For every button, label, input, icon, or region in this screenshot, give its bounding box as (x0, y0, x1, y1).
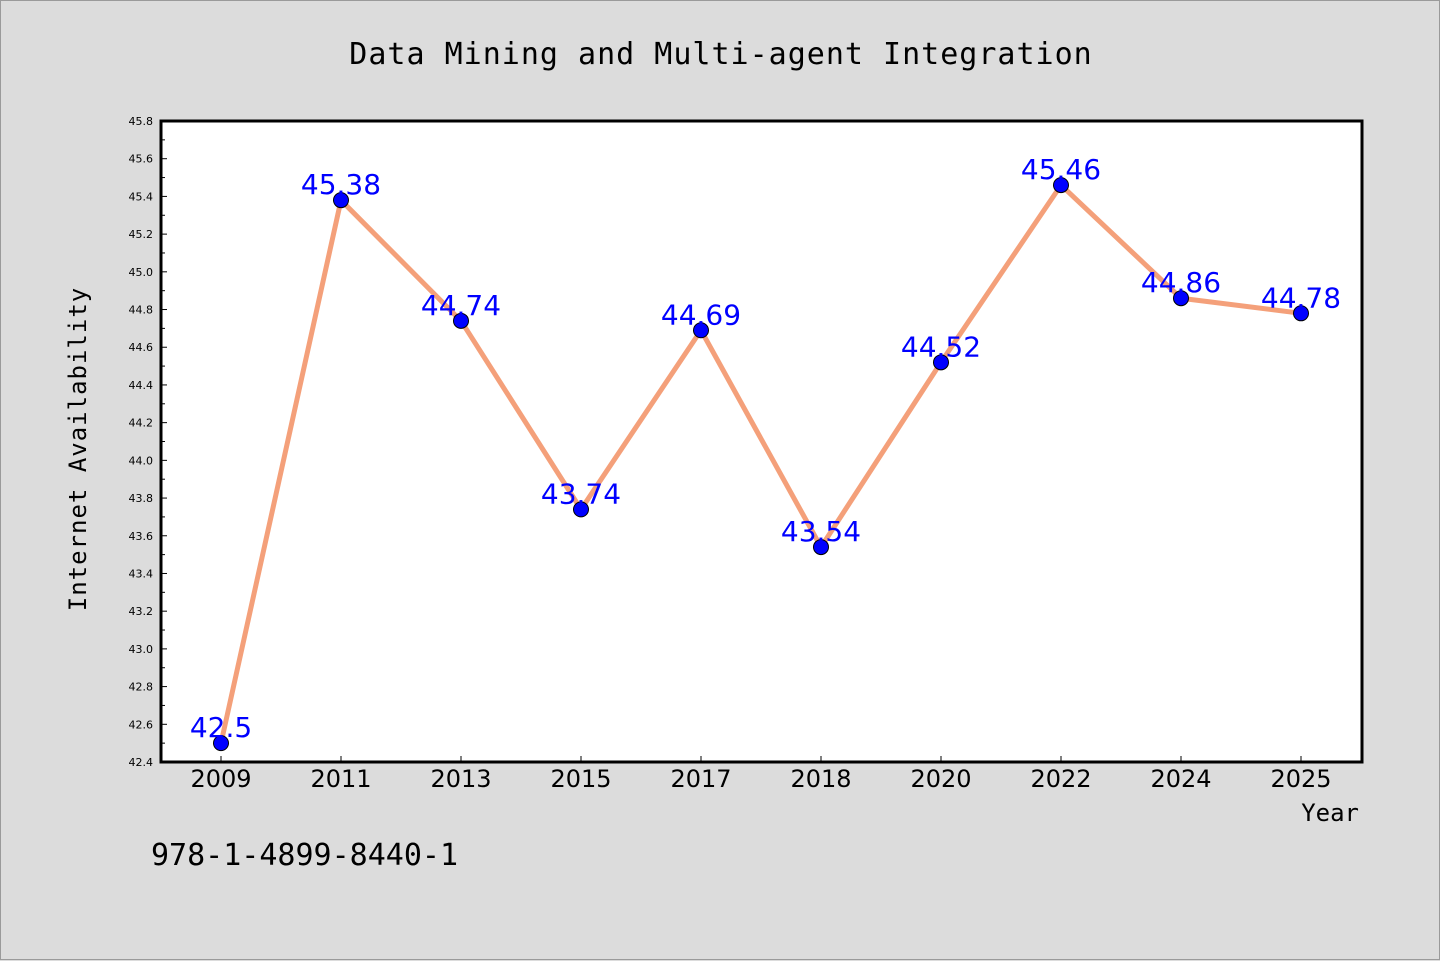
y-tick-label: 45.2 (129, 228, 154, 241)
x-tick-label: 2013 (430, 765, 491, 793)
y-tick-label: 44.2 (129, 417, 154, 430)
data-point-marker (1173, 290, 1189, 307)
chart-title: Data Mining and Multi-agent Integration (349, 37, 1092, 72)
y-tick-label: 43.0 (129, 643, 154, 656)
x-tick-label: 2024 (1150, 765, 1211, 793)
data-label: 43.74 (541, 477, 621, 510)
y-tick-label: 42.4 (129, 756, 154, 769)
data-label: 45.46 (1021, 153, 1101, 186)
data-label: 44.74 (421, 289, 501, 322)
data-labels: 42.5 45.38 44.74 43.74 44.69 43.54 44.52 45.46 4… (190, 153, 1341, 744)
series-line (218, 182, 1304, 746)
y-tick-label: 44.8 (129, 304, 154, 317)
y-axis-label: Internet Availability (64, 287, 92, 611)
data-point-marker (333, 192, 349, 209)
y-tick-label: 45.0 (129, 266, 154, 279)
x-axis: 2009 2011 2013 2015 2017 2018 2020 2022 2024 2025 (190, 756, 1332, 793)
data-label: 44.52 (901, 330, 981, 363)
data-point-marker (1053, 177, 1069, 194)
x-tick-label: 2022 (1030, 765, 1091, 793)
y-tick-label: 45.4 (129, 190, 154, 203)
data-point-marker (573, 501, 589, 518)
y-tick-label: 42.8 (129, 681, 154, 694)
isbn-text: 978-1-4899-8440-1 (151, 838, 458, 873)
y-tick-label: 43.8 (129, 492, 154, 505)
data-point-marker (213, 735, 229, 752)
series-line-group (213, 177, 1309, 752)
data-point-marker (453, 312, 469, 329)
y-tick-label: 44.6 (129, 341, 154, 354)
data-label: 44.69 (661, 298, 741, 331)
data-point-marker (1293, 305, 1309, 322)
y-tick-label: 42.6 (129, 718, 154, 731)
x-tick-label: 2015 (550, 765, 611, 793)
x-tick-label: 2025 (1270, 765, 1331, 793)
x-tick-label: 2011 (310, 765, 371, 793)
y-tick-label: 43.6 (129, 530, 154, 543)
x-axis-label: Year (1301, 799, 1359, 827)
x-tick-label: 2020 (910, 765, 971, 793)
x-tick-label: 2017 (670, 765, 731, 793)
y-tick-label: 44.0 (129, 454, 154, 467)
y-tick-label: 43.2 (129, 605, 154, 618)
data-label: 42.5 (190, 711, 252, 744)
data-point-marker (813, 539, 829, 556)
data-label: 45.38 (301, 168, 381, 201)
plot-frame (159, 119, 1364, 764)
data-label: 44.86 (1141, 266, 1221, 299)
data-label: 43.54 (781, 515, 861, 548)
data-point-marker (933, 354, 949, 371)
x-tick-label: 2018 (790, 765, 851, 793)
data-point-marker (693, 322, 709, 339)
data-label: 44.78 (1261, 281, 1341, 314)
x-tick-label: 2009 (190, 765, 251, 793)
y-tick-label: 45.8 (129, 115, 154, 128)
y-axis: 42.4 42.6 42.8 43.0 43.2 43.4 43.6 43.8 44.0 44.2… (129, 115, 167, 769)
y-tick-label: 45.6 (129, 153, 154, 166)
y-tick-label: 43.4 (129, 567, 154, 580)
y-tick-label: 44.4 (129, 379, 154, 392)
